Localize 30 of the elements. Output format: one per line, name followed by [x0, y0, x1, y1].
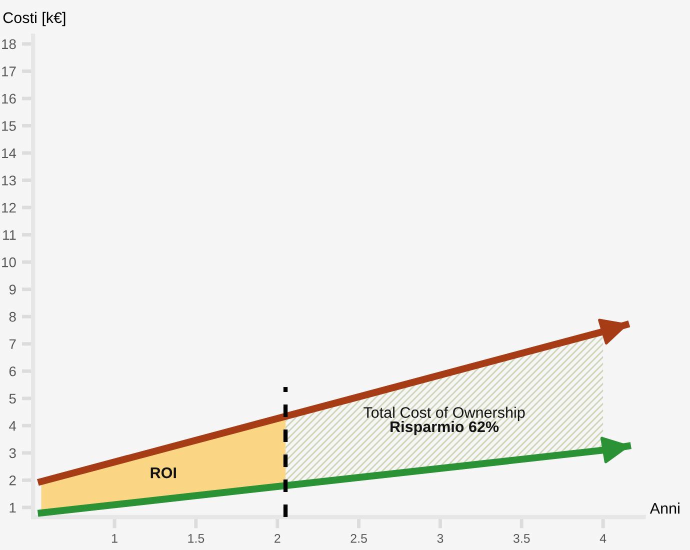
y-tick-label: 3 — [9, 448, 16, 458]
y-tick-label: 13 — [2, 176, 16, 186]
y-tick-label: 8 — [9, 312, 16, 322]
x-tick-label: 2.5 — [350, 534, 367, 543]
y-tick-label: 9 — [9, 284, 16, 294]
y-tick-label: 17 — [2, 66, 16, 76]
y-axis-title: Costi [k€] — [3, 12, 66, 26]
x-axis-title: Anni — [650, 502, 680, 514]
annotation: ROI — [150, 467, 176, 478]
y-tick-label: 5 — [9, 394, 16, 404]
annotation: Risparmio 62% — [390, 420, 499, 436]
x-tick-label: 3 — [437, 534, 444, 543]
y-tick-label: 14 — [2, 148, 16, 158]
y-tick-label: 1 — [10, 502, 16, 512]
y-tick-label: 4 — [9, 421, 16, 431]
x-tick-label: 4 — [600, 534, 606, 543]
x-tick-label: 1 — [112, 534, 118, 543]
x-tick-label: 3.5 — [513, 534, 530, 543]
y-tick-label: 12 — [2, 202, 16, 213]
annotation: Total Cost of Ownership — [364, 406, 525, 421]
y-tick-label: 7 — [9, 339, 16, 349]
y-tick-label: 6 — [9, 366, 16, 376]
y-tick-label: 18 — [2, 39, 16, 50]
x-tick-label: 2 — [274, 534, 280, 543]
y-tick-label: 15 — [2, 121, 16, 131]
x-tick-label: 1.5 — [188, 534, 204, 543]
y-tick-label: 2 — [9, 476, 16, 486]
y-tick-label: 10 — [2, 257, 16, 268]
y-tick-label: 11 — [3, 230, 16, 240]
y-tick-label: 16 — [2, 94, 16, 104]
